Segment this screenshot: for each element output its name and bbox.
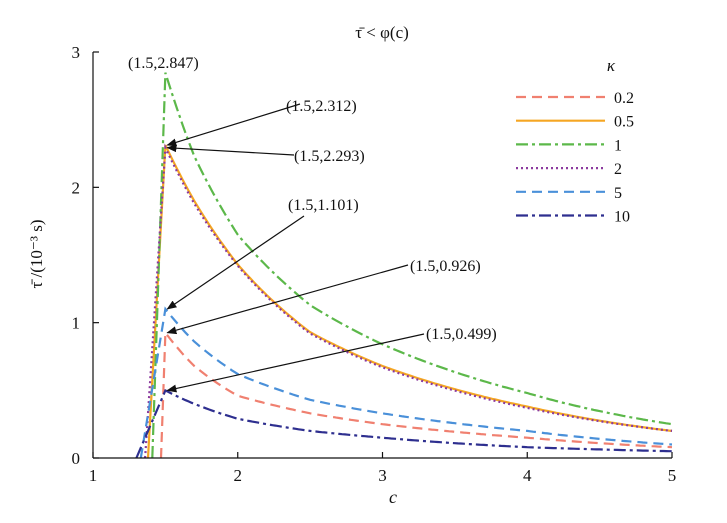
annotation-arrow [166, 103, 301, 147]
legend-label: 0.2 [614, 90, 634, 107]
legend-label: 0.5 [614, 114, 634, 131]
annotation-arrow [166, 144, 295, 156]
legend-label: 5 [614, 185, 622, 202]
legend-label: 2 [614, 161, 622, 178]
chart-title: τ̄ < φ(c) [355, 23, 409, 42]
annotation-label: (1.5,2.293) [294, 148, 365, 165]
annotation-label: (1.5,2.312) [286, 98, 357, 115]
x-tick-label: 1 [89, 466, 98, 485]
annotation-label: (1.5,2.847) [128, 55, 199, 72]
x-tick-label: 4 [523, 466, 532, 485]
y-tick-label: 0 [72, 449, 81, 468]
legend-label: 10 [614, 209, 630, 226]
y-axis-label: τ̄ /(10⁻³ s) [27, 219, 46, 288]
x-tick-label: 2 [234, 466, 243, 485]
series-line-10 [135, 389, 672, 459]
legend: κ 0.2 0.5 1 2 5 10 [516, 56, 634, 226]
annotation-label: (1.5,0.926) [410, 258, 481, 275]
annotation-arrow [166, 264, 409, 335]
annotation-label: (1.5,0.499) [426, 326, 497, 343]
annotation-layer: (1.5,2.847) (1.5,2.312) (1.5,2.293) (1.5,1.… [128, 55, 497, 393]
x-tick-label: 5 [668, 466, 677, 485]
legend-title: κ [607, 56, 616, 75]
legend-label: 1 [614, 137, 622, 154]
annotation-label: (1.5,1.101) [288, 197, 359, 214]
annotation-arrow [166, 333, 425, 393]
y-tick-label: 2 [72, 178, 81, 197]
y-tick-label: 1 [72, 314, 81, 333]
annotation-arrow [166, 215, 305, 310]
series-line-2 [144, 143, 673, 459]
x-tick-label: 3 [378, 466, 387, 485]
series-line-0-2 [159, 329, 673, 459]
y-tick-label: 3 [72, 43, 81, 62]
series-line-5 [139, 306, 673, 459]
x-axis-label: c [389, 487, 397, 507]
series-line-0-5 [146, 144, 673, 459]
series-layer [135, 72, 673, 459]
series-line-1 [151, 72, 673, 459]
